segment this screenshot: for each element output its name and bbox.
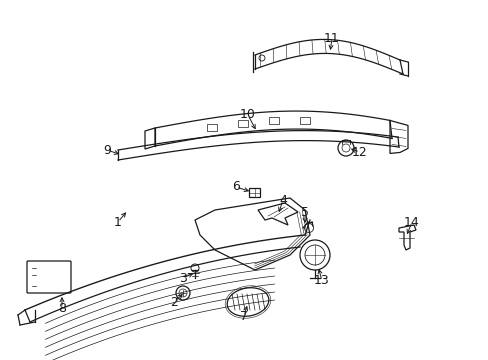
Text: 7: 7 <box>240 310 247 323</box>
Text: 10: 10 <box>240 108 255 122</box>
Bar <box>300 117 309 123</box>
Bar <box>207 123 217 131</box>
Text: 11: 11 <box>324 31 339 45</box>
Text: 12: 12 <box>351 145 367 158</box>
Text: 3: 3 <box>179 271 186 284</box>
Text: 1: 1 <box>114 216 122 229</box>
Text: 2: 2 <box>170 296 178 309</box>
Text: 8: 8 <box>58 302 66 315</box>
Bar <box>268 117 279 124</box>
Text: 13: 13 <box>313 274 329 288</box>
Bar <box>238 120 248 126</box>
Text: 5: 5 <box>301 207 308 220</box>
Text: 4: 4 <box>279 194 286 207</box>
Bar <box>248 188 260 197</box>
Text: 6: 6 <box>232 180 240 194</box>
Text: 14: 14 <box>403 216 419 229</box>
Text: 9: 9 <box>103 144 111 157</box>
